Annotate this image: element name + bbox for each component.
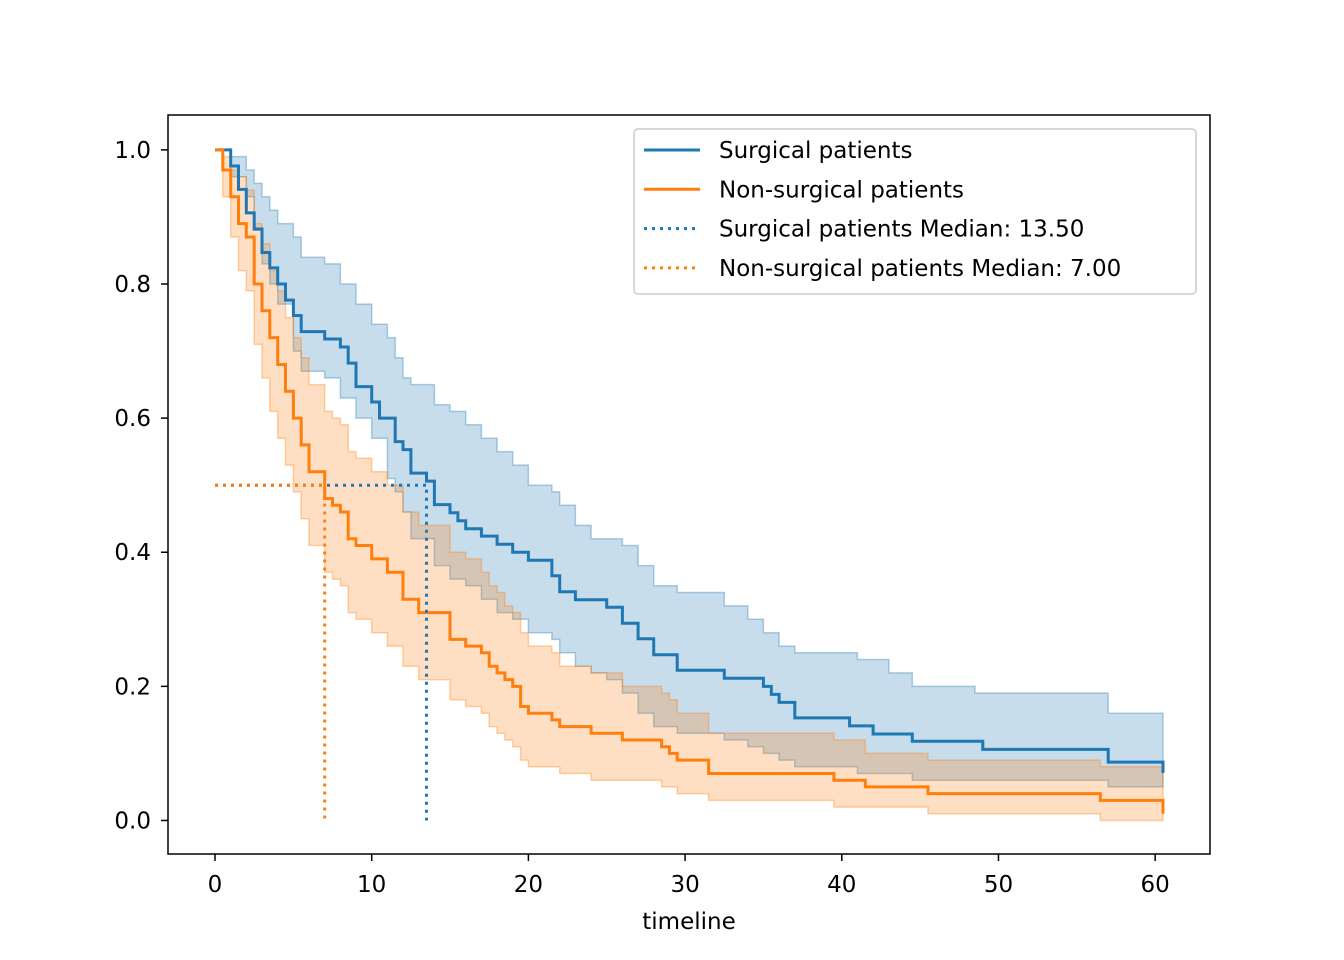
confidence-band-surgical	[215, 149, 1164, 788]
x-tick-label: 10	[357, 872, 386, 898]
survival-curves	[215, 148, 1165, 814]
legend-box	[633, 128, 1197, 295]
confidence-bands	[215, 149, 1164, 822]
x-axis-ticks: 0 10 20 30 40 50 60	[208, 854, 1170, 898]
legend: Surgical patients Non-surgical patients Su…	[633, 128, 1197, 295]
legend-label: Surgical patients	[719, 138, 913, 164]
y-tick-label: 0.2	[114, 674, 151, 700]
y-tick-label: 1.0	[114, 138, 151, 164]
legend-label: Non-surgical patients	[719, 177, 964, 203]
legend-label: Non-surgical patients Median: 7.00	[719, 256, 1121, 282]
y-tick-label: 0.8	[114, 272, 151, 298]
survival-curve-non-surgical	[215, 148, 1165, 814]
x-tick-label: 0	[208, 872, 223, 898]
x-tick-label: 50	[984, 872, 1013, 898]
x-tick-label: 30	[670, 872, 699, 898]
x-tick-label: 60	[1141, 872, 1170, 898]
y-tick-label: 0.4	[114, 540, 151, 566]
x-tick-label: 40	[827, 872, 856, 898]
survival-curve-surgical	[215, 148, 1165, 773]
x-tick-label: 20	[514, 872, 543, 898]
x-axis-label: timeline	[642, 909, 735, 935]
legend-label: Surgical patients Median: 13.50	[719, 217, 1084, 243]
y-axis-ticks: 0.0 0.2 0.4 0.6 0.8 1.0	[114, 138, 168, 834]
y-tick-label: 0.6	[114, 406, 151, 432]
confidence-band-non-surgical	[215, 149, 1164, 822]
plot-frame	[167, 114, 1211, 855]
y-tick-label: 0.0	[114, 808, 151, 834]
